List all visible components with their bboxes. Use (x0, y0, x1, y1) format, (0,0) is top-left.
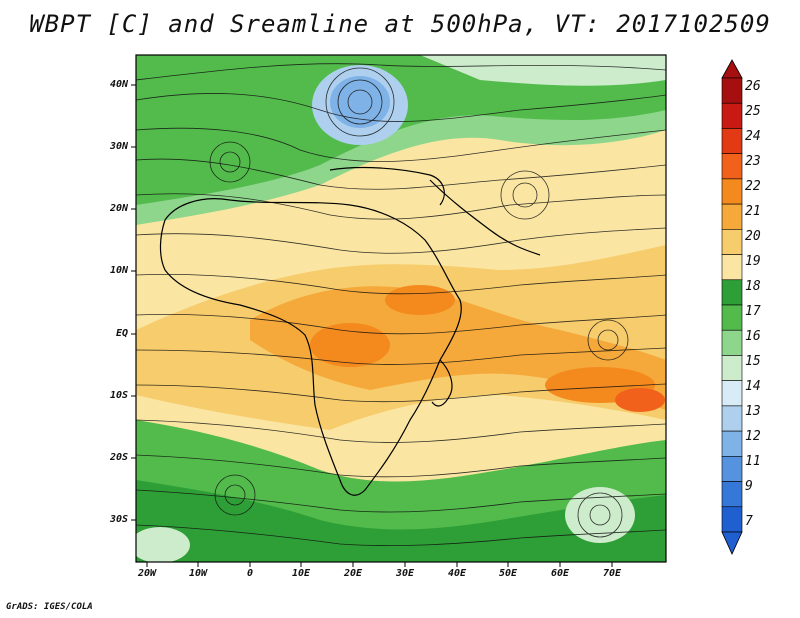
lon-label: 10W (188, 568, 208, 579)
colorbar-cell (721, 380, 743, 407)
wbpt-field (136, 55, 666, 562)
colorbar-cell (721, 102, 743, 129)
axis-ticks (131, 84, 613, 567)
colorbar-cell (721, 405, 743, 432)
colorbar-label: 22 (745, 179, 761, 194)
colorbar-label: 24 (745, 129, 761, 144)
colorbar-label: 18 (745, 279, 761, 294)
colorbar-label: 16 (745, 329, 761, 344)
colorbar-cell (721, 430, 743, 457)
colorbar-label: 9 (745, 479, 753, 494)
map-title: WBPT [C] and Sreamline at 500hPa, VT: 20… (29, 10, 771, 38)
lon-label: 60E (550, 568, 570, 579)
colorbar-cell (721, 128, 743, 154)
colorbar-cell (721, 279, 743, 306)
lon-label: 40E (447, 568, 467, 579)
colorbar-label: 7 (745, 514, 753, 529)
colorbar-cell (721, 456, 743, 482)
lon-label: 30E (395, 568, 415, 579)
lon-label: 0 (246, 568, 254, 579)
lat-label: 20N (109, 203, 128, 214)
lat-label: 30S (109, 514, 128, 525)
colorbar-label: 20 (745, 229, 761, 244)
colorbar-cell (721, 77, 743, 104)
colorbar (721, 59, 743, 555)
lat-label: 10S (109, 390, 128, 401)
colorbar-label: 26 (745, 79, 761, 94)
coastlines (159, 166, 541, 496)
colorbar-cell (721, 329, 743, 356)
colorbar-label: 12 (745, 429, 761, 444)
colorbar-label: 14 (745, 379, 761, 394)
colorbar-label: 19 (745, 254, 761, 269)
colorbar-label: 15 (745, 354, 761, 369)
colorbar-label: 21 (745, 204, 761, 219)
colorbar-cell (721, 254, 743, 281)
lat-label: 30N (109, 141, 128, 152)
map-frame (135, 54, 667, 563)
lon-label: 50E (498, 568, 518, 579)
lon-label: 20E (343, 568, 363, 579)
colorbar-label: 23 (745, 154, 761, 169)
colorbar-cell (721, 153, 743, 180)
colorbar-cell (721, 203, 743, 230)
colorbar-cell (721, 506, 743, 533)
grads-credit: GrADS: IGES/COLA (6, 602, 93, 612)
lat-label: EQ (115, 328, 128, 339)
colorbar-cell (721, 304, 743, 331)
lat-label: 20S (109, 452, 128, 463)
colorbar-label: 25 (745, 104, 761, 119)
colorbar-top-arrow (721, 59, 743, 79)
colorbar-label: 11 (745, 454, 761, 469)
colorbar-label: 17 (745, 304, 761, 319)
colorbar-cell (721, 229, 743, 255)
colorbar-cell (721, 481, 743, 508)
colorbar-cell (721, 355, 743, 381)
lon-label: 20W (137, 568, 157, 579)
lat-label: 40N (109, 79, 128, 90)
colorbar-label: 13 (745, 404, 761, 419)
lon-label: 70E (602, 568, 622, 579)
colorbar-bottom-arrow (721, 531, 743, 555)
colorbar-cell (721, 178, 743, 205)
lat-label: 10N (109, 265, 128, 276)
streamlines (136, 63, 666, 547)
lon-label: 10E (291, 568, 311, 579)
